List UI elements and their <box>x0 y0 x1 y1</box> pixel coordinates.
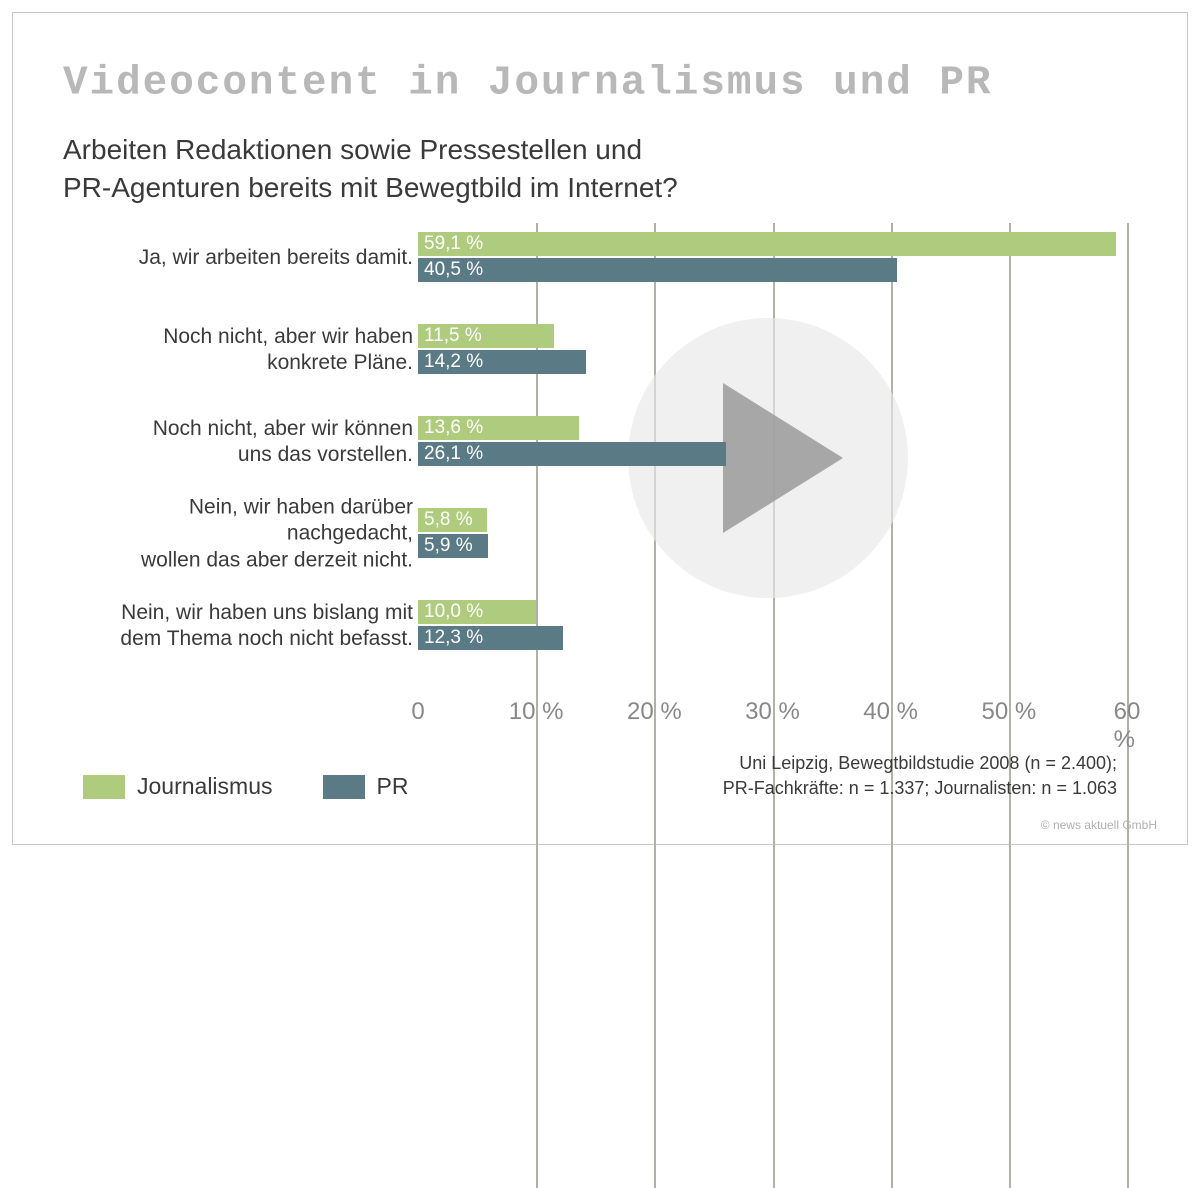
bar-journalismus: 5,8 % <box>418 508 487 532</box>
bar-value-label: 11,5 % <box>424 325 482 347</box>
row-plot: 11,5 % 14,2 % <box>418 320 1127 380</box>
axis-tick: 30 % <box>745 698 800 726</box>
source-text: Uni Leipzig, Bewegtbildstudie 2008 (n = … <box>723 751 1117 800</box>
chart-row: Nein, wir haben uns bislang mitdem Thema… <box>63 596 1127 656</box>
axis-tick: 60 % <box>1114 698 1141 754</box>
category-label: Nein, wir haben darüber nachgedacht,woll… <box>73 495 413 574</box>
bar-value-label: 26,1 % <box>424 443 483 465</box>
legend-label-journalismus: Journalismus <box>137 773 273 800</box>
row-plot: 10,0 % 12,3 % <box>418 596 1127 656</box>
axis-tick: 10 % <box>509 698 564 726</box>
chart-area: Ja, wir arbeiten bereits damit. 59,1 % 40,… <box>63 228 1127 684</box>
legend: Journalismus PR <box>83 773 408 800</box>
bar-journalismus: 13,6 % <box>418 416 579 440</box>
copyright-text: © news aktuell GmbH <box>1041 818 1157 832</box>
bar-value-label: 5,8 % <box>424 509 473 531</box>
category-label: Noch nicht, aber wir könnenuns das vorst… <box>73 416 413 469</box>
category-label: Ja, wir arbeiten bereits damit. <box>73 245 413 271</box>
row-plot: 59,1 % 40,5 % <box>418 228 1127 288</box>
bar-value-label: 59,1 % <box>424 233 483 255</box>
chart-subtitle: Arbeiten Redaktionen sowie Pressestellen… <box>63 131 1127 207</box>
axis-tick: 0 <box>411 698 424 726</box>
bar-pr: 40,5 % <box>418 258 897 282</box>
axis-tick: 50 % <box>981 698 1036 726</box>
bar-pr: 5,9 % <box>418 534 488 558</box>
category-label: Noch nicht, aber wir habenkonkrete Pläne… <box>73 324 413 377</box>
category-label: Nein, wir haben uns bislang mitdem Thema… <box>73 600 413 653</box>
bar-value-label: 10,0 % <box>424 601 483 623</box>
x-axis: 010 %20 %30 %40 %50 %60 % <box>418 698 1127 738</box>
subtitle-line2: PR-Agenturen bereits mit Bewegtbild im I… <box>63 172 678 203</box>
bar-pr: 12,3 % <box>418 626 563 650</box>
bar-pr: 14,2 % <box>418 350 586 374</box>
legend-swatch-journalismus <box>83 775 125 799</box>
axis-tick: 20 % <box>627 698 682 726</box>
subtitle-line1: Arbeiten Redaktionen sowie Pressestellen… <box>63 134 642 165</box>
legend-label-pr: PR <box>377 773 409 800</box>
bar-value-label: 12,3 % <box>424 627 483 649</box>
bar-journalismus: 10,0 % <box>418 600 536 624</box>
legend-swatch-pr <box>323 775 365 799</box>
bar-value-label: 5,9 % <box>424 535 473 557</box>
bar-journalismus: 59,1 % <box>418 232 1116 256</box>
bar-pr: 26,1 % <box>418 442 726 466</box>
bar-value-label: 13,6 % <box>424 417 483 439</box>
source-line2: PR-Fachkräfte: n = 1.337; Journalisten: … <box>723 778 1117 798</box>
axis-tick: 40 % <box>863 698 918 726</box>
chart-row: Ja, wir arbeiten bereits damit. 59,1 % 40,… <box>63 228 1127 288</box>
bar-value-label: 40,5 % <box>424 259 483 281</box>
row-plot: 5,8 % 5,9 % <box>418 504 1127 564</box>
chart-row: Noch nicht, aber wir könnenuns das vorst… <box>63 412 1127 472</box>
chart-frame: Videocontent in Journalismus und PR Arbe… <box>12 12 1188 845</box>
dotted-title: Videocontent in Journalismus und PR <box>63 51 1137 111</box>
bar-journalismus: 11,5 % <box>418 324 554 348</box>
bar-value-label: 14,2 % <box>424 351 483 373</box>
chart-row: Noch nicht, aber wir habenkonkrete Pläne… <box>63 320 1127 380</box>
source-line1: Uni Leipzig, Bewegtbildstudie 2008 (n = … <box>739 753 1117 773</box>
chart-row: Nein, wir haben darüber nachgedacht,woll… <box>63 504 1127 564</box>
svg-text:Videocontent in Journalismus u: Videocontent in Journalismus und PR <box>63 61 993 107</box>
legend-item-pr: PR <box>323 773 409 800</box>
dotted-title-svg: Videocontent in Journalismus und PR <box>63 51 1137 111</box>
legend-item-journalismus: Journalismus <box>83 773 273 800</box>
row-plot: 13,6 % 26,1 % <box>418 412 1127 472</box>
